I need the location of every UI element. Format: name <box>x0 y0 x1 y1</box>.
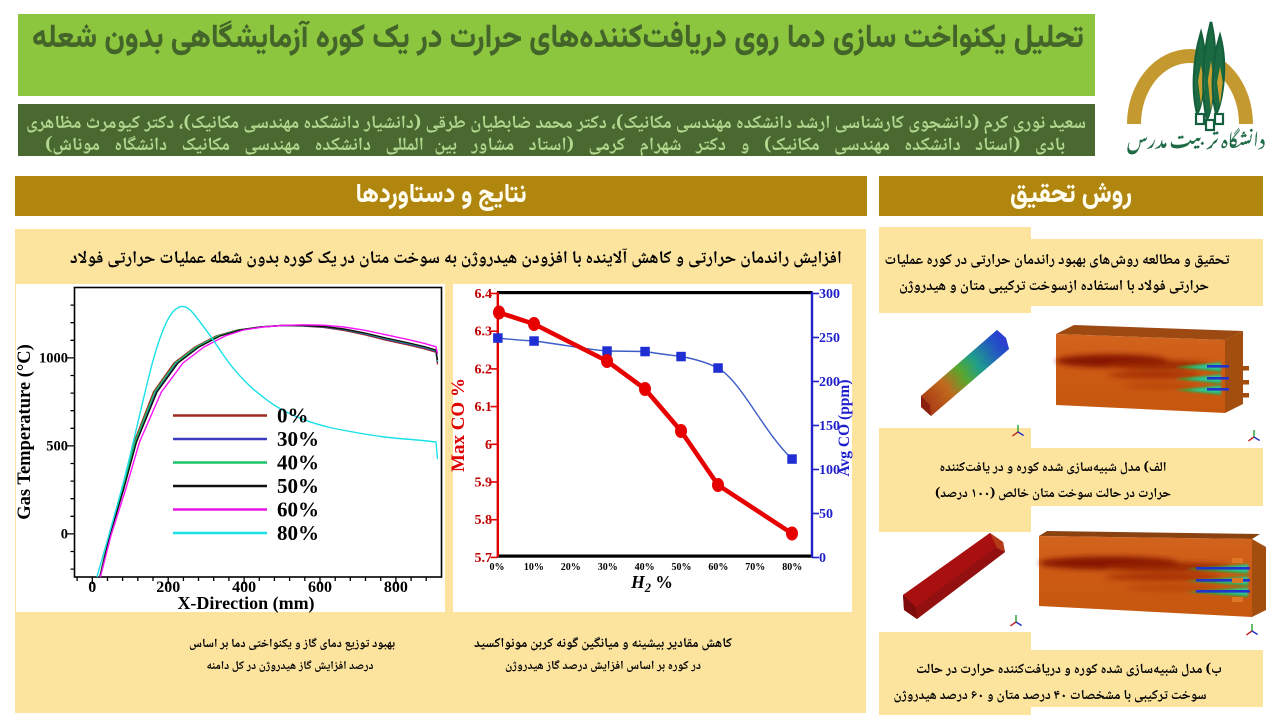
svg-text:500: 500 <box>46 439 68 455</box>
svg-text:400: 400 <box>232 579 256 596</box>
svg-text:5.9: 5.9 <box>475 476 493 491</box>
svg-text:6.2: 6.2 <box>475 362 493 377</box>
svg-text:30%: 30% <box>598 562 618 573</box>
svg-text:600: 600 <box>308 579 332 596</box>
svg-text:Max CO %: Max CO % <box>448 378 469 472</box>
svg-text:10%: 10% <box>524 562 544 573</box>
svg-text:150: 150 <box>819 419 840 434</box>
svg-text:6: 6 <box>485 438 492 453</box>
svg-text:40%: 40% <box>635 562 655 573</box>
svg-text:60%: 60% <box>277 498 319 522</box>
svg-text:20%: 20% <box>561 562 581 573</box>
svg-text:200: 200 <box>819 375 840 390</box>
svg-text:200: 200 <box>156 579 180 596</box>
svg-text:6.3: 6.3 <box>475 325 493 340</box>
svg-text:250: 250 <box>819 331 840 346</box>
svg-text:50%: 50% <box>277 474 319 498</box>
svg-text:50%: 50% <box>672 562 692 573</box>
svg-text:Gas Temperature (°C): Gas Temperature (°C) <box>15 344 35 520</box>
svg-text:5.7: 5.7 <box>475 551 493 566</box>
svg-text:80%: 80% <box>277 521 319 545</box>
svg-text:0%: 0% <box>490 562 505 573</box>
svg-text:0%: 0% <box>277 404 309 428</box>
svg-text:30%: 30% <box>277 427 319 451</box>
svg-text:0: 0 <box>88 579 96 596</box>
svg-text:40%: 40% <box>277 451 319 475</box>
svg-text:6.4: 6.4 <box>475 287 493 302</box>
svg-text:5.8: 5.8 <box>475 513 493 528</box>
svg-text:70%: 70% <box>745 562 765 573</box>
svg-text:Avg CO (ppm): Avg CO (ppm) <box>836 379 853 476</box>
svg-text:0: 0 <box>61 527 68 543</box>
svg-text:6.1: 6.1 <box>475 400 493 415</box>
svg-text:800: 800 <box>384 579 408 596</box>
svg-text:60%: 60% <box>708 562 728 573</box>
svg-text:1000: 1000 <box>39 351 68 367</box>
svg-text:X-Direction (mm): X-Direction (mm) <box>177 593 314 614</box>
svg-text:50: 50 <box>819 507 833 522</box>
svg-text:300: 300 <box>819 287 840 302</box>
svg-text:0: 0 <box>819 551 826 566</box>
svg-text:80%: 80% <box>782 562 802 573</box>
svg-text:H2 %: H2 % <box>630 572 673 595</box>
svg-text:100: 100 <box>819 463 840 478</box>
